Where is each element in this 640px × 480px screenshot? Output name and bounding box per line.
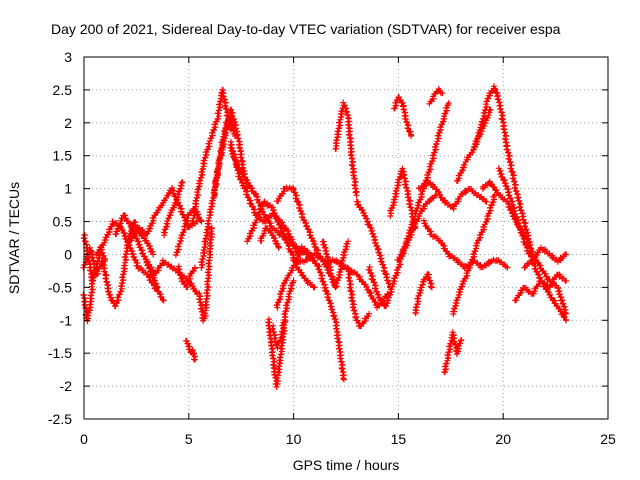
x-tick-label: 0 <box>80 431 88 447</box>
series-s26 <box>332 99 360 199</box>
axis-ticks: 0 5 10 15 20 25 -2.5 -2 -1.5 -1 -0.5 0 0.5 1 1.5 2 2.5 3 <box>48 49 616 447</box>
data-marker-track <box>175 263 199 291</box>
y-tick-label: 2 <box>64 115 72 131</box>
series-s8 <box>160 179 186 239</box>
series-s21 <box>269 277 297 351</box>
data-marker-track <box>521 244 570 271</box>
data-marker-track <box>273 243 347 383</box>
y-tick-label: -2.5 <box>48 411 72 427</box>
y-tick-label: 1.5 <box>53 148 73 164</box>
y-tick-label: 0 <box>64 246 72 262</box>
data-points <box>80 83 570 390</box>
series-s28 <box>353 198 393 291</box>
data-marker-track <box>415 177 490 212</box>
data-marker-track <box>319 238 352 290</box>
data-marker-track <box>160 179 186 239</box>
series-s25 <box>319 238 352 290</box>
series-s10 <box>175 263 199 291</box>
x-tick-label: 15 <box>391 431 407 447</box>
data-marker-track <box>257 225 282 251</box>
data-marker-track <box>426 86 446 107</box>
y-tick-label: -1 <box>60 312 73 328</box>
data-marker-track <box>420 217 511 272</box>
series-s13 <box>196 225 215 324</box>
data-marker-track <box>344 264 373 330</box>
series-s11 <box>183 337 199 363</box>
data-marker-track <box>332 99 360 199</box>
series-s40 <box>470 83 536 258</box>
series-s44 <box>521 244 570 271</box>
data-marker-track <box>450 192 498 317</box>
data-marker-track <box>512 271 570 304</box>
y-tick-label: 0.5 <box>53 214 73 230</box>
x-tick-label: 20 <box>495 431 511 447</box>
series-s23 <box>273 243 347 383</box>
series-s36 <box>426 86 446 107</box>
data-marker-track <box>412 271 435 317</box>
series-s37 <box>441 329 465 376</box>
y-axis-label: SDTVAR / TECUs <box>6 182 22 294</box>
y-tick-label: 3 <box>64 49 72 65</box>
x-axis-label: GPS time / hours <box>293 457 400 473</box>
x-tick-label: 10 <box>286 431 302 447</box>
series-s3 <box>80 271 97 324</box>
series-s27 <box>344 264 373 330</box>
chart-title: Day 200 of 2021, Sidereal Day-to-day VTE… <box>51 21 561 37</box>
x-tick-label: 5 <box>185 431 193 447</box>
series-s35 <box>420 217 511 272</box>
data-marker-track <box>196 225 215 324</box>
data-marker-track <box>391 94 415 139</box>
data-marker-track <box>183 337 199 363</box>
series-s34 <box>415 177 490 212</box>
data-marker-track <box>353 198 393 291</box>
y-tick-label: -1.5 <box>48 345 72 361</box>
series-s43 <box>512 271 570 304</box>
data-marker-track <box>210 106 251 199</box>
plot-frame <box>83 56 609 420</box>
data-marker-track <box>269 277 297 351</box>
series-s33 <box>412 271 435 317</box>
y-tick-label: 1 <box>64 181 72 197</box>
data-marker-track <box>394 100 452 263</box>
y-tick-label: -2 <box>60 378 73 394</box>
x-tick-label: 25 <box>600 431 616 447</box>
data-marker-track <box>80 271 97 324</box>
y-tick-label: 2.5 <box>53 82 73 98</box>
series-s32 <box>394 100 452 263</box>
data-marker-track <box>470 83 536 258</box>
series-s31 <box>391 94 415 139</box>
y-tick-label: -0.5 <box>48 279 72 295</box>
series-s42 <box>495 165 570 324</box>
series-s38 <box>450 192 498 317</box>
data-marker-track <box>495 165 570 324</box>
series-s15 <box>210 106 251 199</box>
series-s19 <box>257 225 282 251</box>
data-marker-track <box>441 329 465 376</box>
